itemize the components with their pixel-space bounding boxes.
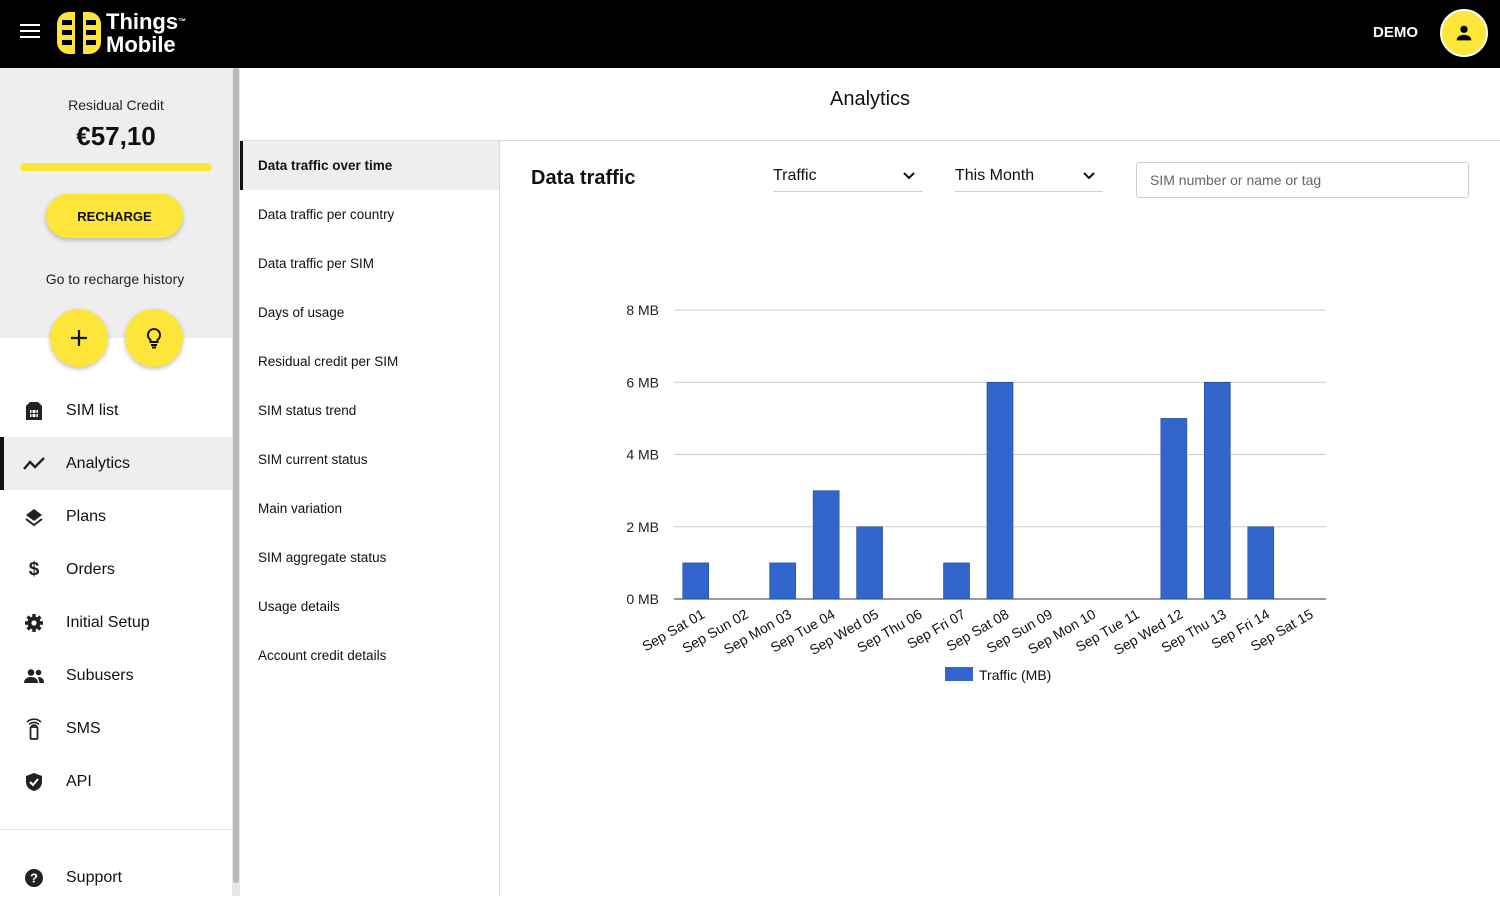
sidebar-item-initial-setup[interactable]: Initial Setup — [0, 596, 232, 649]
chevron-down-icon — [903, 172, 915, 180]
bar — [856, 526, 883, 600]
metric-select[interactable]: Traffic — [773, 162, 923, 192]
recharge-button[interactable]: RECHARGE — [46, 194, 183, 238]
submenu-item-data-traffic-per-sim[interactable]: Data traffic per SIM — [240, 239, 499, 288]
submenu-label: SIM current status — [258, 452, 368, 467]
sidebar-item-label: Subusers — [66, 666, 134, 684]
sidebar-item-support[interactable]: ? Support — [0, 851, 232, 904]
trending-icon — [23, 453, 45, 475]
submenu-item-sim-current-status[interactable]: SIM current status — [240, 435, 499, 484]
things-mobile-logo — [57, 12, 101, 54]
analytics-submenu: Data traffic over time Data traffic per … — [240, 141, 500, 896]
submenu-item-sim-status-trend[interactable]: SIM status trend — [240, 386, 499, 435]
brand-name: Things™ Mobile — [106, 9, 187, 57]
y-tick-label: 4 MB — [626, 447, 659, 463]
sidebar-divider — [0, 829, 232, 830]
gear-icon — [23, 612, 45, 634]
y-tick-label: 8 MB — [626, 302, 659, 318]
people-icon — [23, 665, 45, 687]
bar — [986, 382, 1014, 600]
layers-icon — [23, 506, 45, 528]
sidebar-item-label: Analytics — [66, 454, 131, 472]
sidebar: Residual Credit €57,10 RECHARGE Go to re… — [0, 68, 232, 896]
credit-label: Residual Credit — [68, 97, 164, 113]
submenu-item-usage-details[interactable]: Usage details — [240, 582, 499, 631]
bar — [943, 562, 970, 600]
dollar-icon: $ — [28, 559, 40, 580]
lightbulb-icon — [146, 327, 162, 349]
submenu-item-days-of-usage[interactable]: Days of usage — [240, 288, 499, 337]
sidebar-item-label: Support — [66, 868, 123, 886]
submenu-item-account-credit-details[interactable]: Account credit details — [240, 631, 499, 680]
legend-swatch — [945, 667, 973, 681]
sidebar-scrollbar-thumb[interactable] — [233, 68, 239, 883]
help-icon: ? — [23, 867, 45, 889]
sim-card-icon — [23, 400, 45, 422]
sidebar-item-label: Orders — [66, 560, 115, 578]
svg-text:?: ? — [30, 871, 38, 886]
bar — [1247, 526, 1275, 600]
sim-search-input[interactable] — [1136, 162, 1469, 198]
submenu-item-data-traffic-over-time[interactable]: Data traffic over time — [240, 141, 499, 190]
bar — [682, 562, 710, 600]
bar — [812, 490, 840, 600]
submenu-label: Data traffic per SIM — [258, 256, 375, 271]
legend-label: Traffic (MB) — [979, 667, 1051, 683]
sidebar-item-subusers[interactable]: Subusers — [0, 649, 232, 702]
bar — [1160, 418, 1188, 600]
y-tick-label: 6 MB — [626, 374, 659, 390]
submenu-item-residual-credit-per-sim[interactable]: Residual credit per SIM — [240, 337, 499, 386]
tips-button[interactable] — [125, 309, 183, 367]
bar — [769, 562, 796, 600]
submenu-label: Days of usage — [258, 305, 345, 320]
add-button[interactable] — [50, 309, 108, 367]
sidebar-item-label: Plans — [66, 507, 107, 525]
top-bar: Things™ Mobile DEMO — [0, 0, 1500, 68]
sidebar-item-label: SIM list — [66, 401, 119, 419]
recharge-history-link[interactable]: Go to recharge history — [45, 271, 185, 287]
period-select[interactable]: This Month — [955, 162, 1103, 192]
period-select-value: This Month — [955, 167, 1035, 184]
sidebar-item-api[interactable]: API — [0, 755, 232, 808]
sidebar-item-label: API — [66, 772, 92, 790]
credit-value: €57,10 — [76, 121, 156, 151]
account-button[interactable] — [1440, 9, 1488, 57]
sidebar-item-sms[interactable]: SMS — [0, 702, 232, 755]
submenu-label: Usage details — [258, 599, 340, 614]
credit-panel: Residual Credit €57,10 RECHARGE Go to re… — [0, 68, 232, 338]
sidebar-item-plans[interactable]: Plans — [0, 490, 232, 543]
sidebar-item-analytics[interactable]: Analytics — [0, 437, 232, 490]
submenu-label: Account credit details — [258, 648, 387, 663]
page-title: Analytics — [829, 88, 911, 110]
sidebar-item-orders[interactable]: $ Orders — [0, 543, 232, 596]
sidebar-item-label: SMS — [66, 719, 101, 737]
user-name: DEMO — [1373, 24, 1418, 41]
submenu-item-sim-aggregate-status[interactable]: SIM aggregate status — [240, 533, 499, 582]
title-divider — [240, 140, 1500, 141]
credit-progress-bar — [20, 163, 212, 171]
sidebar-item-label: Initial Setup — [66, 613, 150, 631]
hamburger-icon[interactable] — [20, 24, 42, 42]
bar — [1204, 382, 1231, 600]
submenu-label: SIM aggregate status — [258, 550, 387, 565]
submenu-label: Data traffic per country — [258, 207, 395, 222]
metric-select-value: Traffic — [773, 167, 817, 184]
y-tick-label: 2 MB — [626, 519, 659, 535]
submenu-label: Data traffic over time — [258, 158, 393, 173]
submenu-item-main-variation[interactable]: Main variation — [240, 484, 499, 533]
submenu-label: SIM status trend — [258, 403, 357, 418]
shield-icon — [23, 771, 45, 793]
content-title: Data traffic — [531, 167, 636, 189]
submenu-label: Residual credit per SIM — [258, 354, 399, 369]
y-tick-label: 0 MB — [626, 591, 659, 607]
submenu-label: Main variation — [258, 501, 343, 516]
sidebar-item-sim-list[interactable]: SIM list — [0, 384, 232, 437]
phone-signal-icon — [23, 718, 45, 740]
submenu-item-data-traffic-per-country[interactable]: Data traffic per country — [240, 190, 499, 239]
plus-icon — [71, 330, 87, 346]
account-icon — [1456, 25, 1472, 41]
chevron-down-icon — [1083, 172, 1095, 180]
